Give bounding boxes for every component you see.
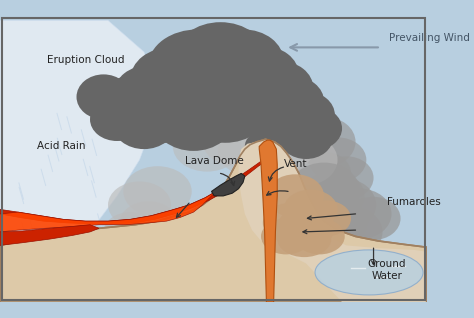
Polygon shape	[0, 189, 220, 232]
Text: Acid Rain: Acid Rain	[37, 141, 85, 151]
Ellipse shape	[261, 76, 324, 127]
Ellipse shape	[120, 201, 177, 245]
Polygon shape	[0, 20, 157, 295]
Ellipse shape	[76, 74, 130, 119]
Ellipse shape	[248, 175, 275, 199]
Polygon shape	[0, 139, 427, 302]
Ellipse shape	[153, 88, 234, 151]
Ellipse shape	[309, 137, 366, 183]
Ellipse shape	[114, 66, 182, 119]
Ellipse shape	[277, 92, 335, 138]
Ellipse shape	[214, 77, 290, 135]
Ellipse shape	[248, 204, 272, 225]
Ellipse shape	[123, 166, 191, 217]
Ellipse shape	[248, 189, 273, 212]
Text: Vent: Vent	[283, 159, 307, 169]
Ellipse shape	[299, 196, 367, 250]
Polygon shape	[0, 225, 99, 245]
Ellipse shape	[319, 156, 374, 199]
Polygon shape	[0, 160, 264, 224]
Text: Fumaroles: Fumaroles	[387, 197, 441, 207]
Ellipse shape	[255, 275, 270, 288]
Ellipse shape	[99, 76, 162, 127]
Ellipse shape	[279, 116, 333, 159]
Ellipse shape	[328, 189, 392, 239]
Ellipse shape	[292, 117, 356, 167]
Ellipse shape	[88, 83, 146, 128]
Ellipse shape	[294, 218, 345, 254]
Ellipse shape	[274, 135, 337, 185]
Ellipse shape	[202, 119, 265, 165]
Ellipse shape	[277, 206, 335, 249]
Polygon shape	[211, 173, 245, 196]
Ellipse shape	[288, 107, 342, 150]
Ellipse shape	[308, 178, 376, 232]
Text: Lava Dome: Lava Dome	[185, 156, 244, 166]
Ellipse shape	[245, 61, 313, 115]
Text: Eruption Cloud: Eruption Cloud	[47, 55, 124, 65]
Ellipse shape	[261, 218, 311, 254]
Ellipse shape	[263, 203, 317, 243]
Ellipse shape	[157, 50, 256, 126]
Ellipse shape	[130, 47, 211, 110]
Ellipse shape	[315, 250, 423, 295]
Ellipse shape	[246, 146, 277, 174]
Ellipse shape	[253, 261, 269, 275]
Ellipse shape	[277, 221, 331, 257]
Ellipse shape	[90, 98, 144, 141]
Ellipse shape	[301, 200, 351, 236]
Ellipse shape	[103, 212, 157, 252]
Ellipse shape	[135, 63, 225, 131]
Ellipse shape	[251, 218, 273, 237]
Ellipse shape	[202, 29, 283, 93]
Polygon shape	[238, 139, 427, 302]
Ellipse shape	[283, 190, 337, 229]
Ellipse shape	[297, 152, 351, 195]
Ellipse shape	[175, 22, 265, 91]
Ellipse shape	[246, 161, 275, 186]
Ellipse shape	[148, 29, 247, 101]
Ellipse shape	[266, 174, 324, 218]
Polygon shape	[259, 140, 277, 302]
Ellipse shape	[295, 218, 353, 263]
Ellipse shape	[243, 119, 315, 173]
Ellipse shape	[218, 126, 286, 176]
Ellipse shape	[121, 86, 193, 144]
Ellipse shape	[247, 99, 310, 149]
Ellipse shape	[223, 45, 299, 103]
Ellipse shape	[319, 207, 383, 257]
Ellipse shape	[346, 197, 401, 240]
Ellipse shape	[245, 132, 277, 161]
Ellipse shape	[279, 189, 342, 239]
Text: Ground
Water: Ground Water	[368, 259, 406, 280]
Ellipse shape	[254, 232, 273, 250]
Ellipse shape	[112, 99, 175, 149]
Text: Prevailing Wind: Prevailing Wind	[389, 33, 470, 43]
Ellipse shape	[288, 162, 360, 220]
Ellipse shape	[108, 182, 171, 228]
Ellipse shape	[173, 121, 241, 172]
Ellipse shape	[253, 246, 271, 263]
Ellipse shape	[301, 171, 365, 221]
Ellipse shape	[182, 78, 268, 143]
